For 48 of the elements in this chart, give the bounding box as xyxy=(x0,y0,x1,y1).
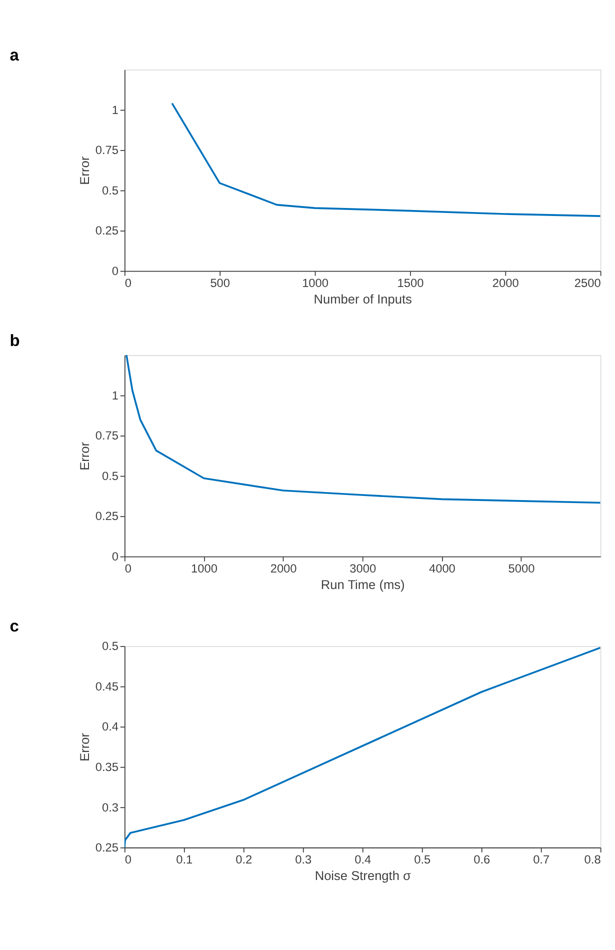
x-tick-label: 1000 xyxy=(191,561,218,576)
chart-title: c xyxy=(10,617,19,636)
y-axis-title: Error xyxy=(76,156,92,185)
x-tick-label: 1000 xyxy=(302,276,329,290)
y-tick-label: 0.4 xyxy=(102,720,119,734)
y-tick-label: 0.3 xyxy=(102,800,119,814)
y-tick-label: 1 xyxy=(112,388,119,402)
x-tick-label: 0 xyxy=(124,561,132,576)
y-tick-label: 0.75 xyxy=(95,143,119,158)
y-tick-label: 0.35 xyxy=(95,760,119,774)
x-axis-title: Number of Inputs xyxy=(314,291,412,306)
y-tick-label: 0.75 xyxy=(95,428,119,443)
x-tick-label: 0.1 xyxy=(176,852,194,866)
x-tick-label: 0.4 xyxy=(354,852,372,866)
y-tick-label: 0 xyxy=(112,264,119,278)
y-tick-label: 0.45 xyxy=(95,679,119,694)
y-tick-label: 0.25 xyxy=(95,509,119,524)
x-tick-label: 0.6 xyxy=(474,852,490,866)
y-axis-title: Error xyxy=(76,441,92,470)
y-tick-label: 0.5 xyxy=(102,639,119,654)
y-tick-label: 0.5 xyxy=(102,468,119,483)
x-tick-label: 0.3 xyxy=(295,852,312,866)
x-axis-title: Run Time (ms) xyxy=(320,576,405,592)
y-axis-title: Error xyxy=(76,732,92,762)
x-tick-label: 0 xyxy=(124,852,132,866)
x-tick-label: 2500 xyxy=(574,276,602,290)
y-tick-label: 1 xyxy=(112,102,119,117)
x-tick-label: 4000 xyxy=(428,561,456,576)
chart-title: a xyxy=(10,46,20,64)
x-tick-label: 0.5 xyxy=(414,852,431,866)
y-tick-label: 0.25 xyxy=(95,840,119,855)
x-tick-label: 0.2 xyxy=(236,852,252,866)
x-axis-title: Noise Strength σ xyxy=(314,868,412,883)
line-series xyxy=(171,102,600,218)
x-tick-label: 0 xyxy=(124,276,132,290)
x-tick-label: 0.7 xyxy=(533,852,550,866)
x-tick-label: 500 xyxy=(210,276,230,290)
y-tick-label: 0 xyxy=(112,550,119,564)
x-tick-label: 2000 xyxy=(270,561,298,576)
x-tick-label: 3000 xyxy=(350,561,376,576)
x-tick-label: 5000 xyxy=(508,561,536,576)
y-tick-label: 0.5 xyxy=(102,183,119,198)
line-series xyxy=(126,355,600,504)
x-tick-label: 2000 xyxy=(492,276,520,290)
x-tick-label: 0.8 xyxy=(584,852,602,866)
x-tick-label: 1500 xyxy=(397,276,424,290)
chart-title: b xyxy=(10,332,20,350)
y-tick-label: 0.25 xyxy=(95,224,119,238)
